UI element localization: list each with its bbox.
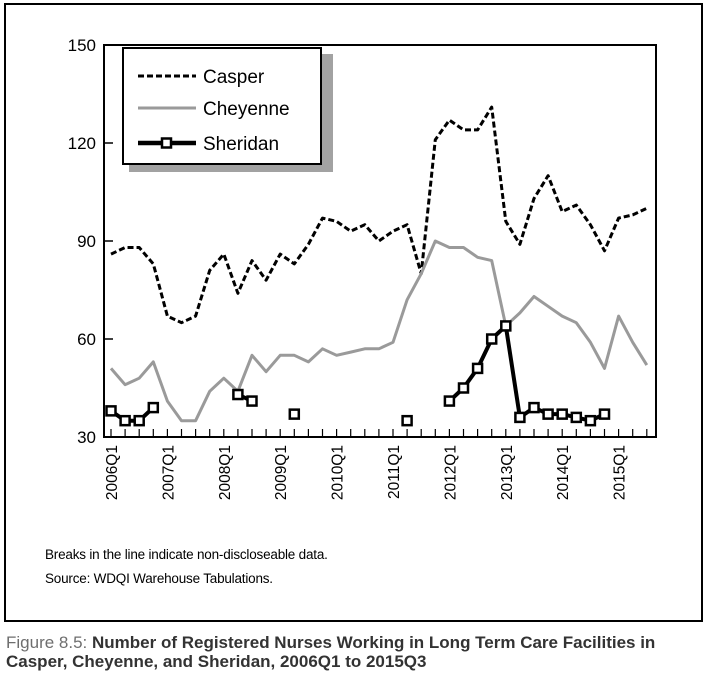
legend-marker-sheridan — [160, 137, 173, 149]
y-tick-label: 90 — [77, 232, 96, 251]
figure-caption: Figure 8.5: Number of Registered Nurses … — [6, 633, 706, 671]
legend-label-cheyenne: Cheyenne — [203, 99, 290, 120]
series-line-cheyenne — [109, 239, 649, 423]
series-point-sheridan — [133, 414, 145, 427]
y-tick-label: 150 — [68, 36, 96, 55]
series-point-sheridan — [528, 401, 540, 414]
x-tick-label: 2015Q1 — [612, 445, 629, 500]
y-tick-label: 120 — [68, 134, 96, 153]
chart-svg: Casper Cheyenne Sheridan 30 60 90 120 150 2006Q… — [68, 36, 657, 500]
legend-label-sheridan: Sheridan — [203, 134, 279, 155]
figure-label: Figure 8.5: — [6, 633, 88, 652]
note-breaks: Breaks in the line indicate non-disclose… — [45, 547, 328, 562]
series-point-sheridan — [598, 408, 611, 420]
legend: Casper Cheyenne Sheridan — [122, 47, 333, 172]
series-point-sheridan — [119, 414, 131, 427]
series-point-sheridan — [105, 405, 117, 417]
series-point-sheridan — [471, 362, 484, 375]
x-tick-label: 2006Q1 — [104, 445, 121, 500]
series-point-sheridan — [542, 408, 554, 420]
series-point-sheridan — [401, 414, 413, 427]
series-point-sheridan — [485, 333, 498, 345]
legend-label-casper: Casper — [203, 67, 265, 88]
x-tick-label: 2010Q1 — [330, 445, 347, 500]
x-tick-label: 2014Q1 — [555, 445, 572, 500]
x-tick-label: 2013Q1 — [499, 445, 516, 500]
series-point-sheridan — [570, 411, 583, 424]
series-point-sheridan — [288, 408, 301, 420]
series-point-sheridan — [500, 320, 512, 332]
figure-title: Number of Registered Nurses Working in L… — [6, 633, 656, 671]
figure-frame — [4, 3, 703, 622]
y-tick-label: 30 — [77, 428, 96, 447]
series-point-sheridan — [584, 414, 597, 427]
series-point-sheridan — [514, 411, 526, 424]
series-point-sheridan — [556, 408, 568, 420]
x-tick-label: 2011Q1 — [386, 445, 403, 499]
x-tick-label: 2008Q1 — [217, 445, 234, 500]
x-tick-label: 2012Q1 — [442, 445, 459, 500]
series-point-sheridan — [443, 395, 456, 407]
series-point-sheridan — [232, 388, 244, 401]
series-point-sheridan — [457, 382, 470, 394]
x-tick-label: 2009Q1 — [273, 445, 290, 500]
series-line-sheridan — [109, 406, 155, 423]
series-point-sheridan — [147, 401, 160, 414]
series-point-sheridan — [246, 395, 258, 407]
x-tick-label: 2007Q1 — [160, 445, 177, 500]
series-line-casper — [110, 105, 648, 325]
y-tick-label: 60 — [77, 330, 96, 349]
note-source: Source: WDQI Warehouse Tabulations. — [45, 571, 273, 586]
